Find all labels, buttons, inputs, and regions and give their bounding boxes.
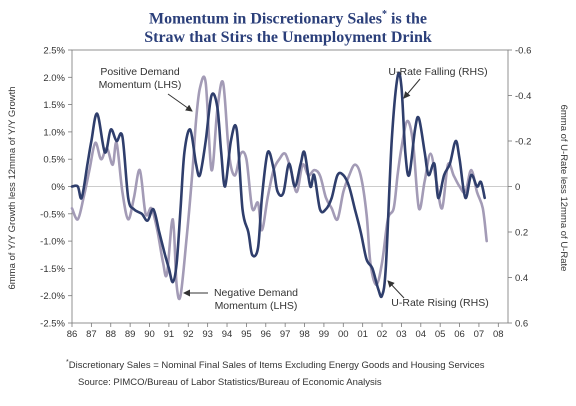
right-tick-label: -0.4: [515, 91, 531, 102]
title-line-1-suffix: is the: [387, 10, 427, 28]
left-tick-label: -2.5%: [40, 319, 65, 330]
x-tick-label: 97: [280, 329, 291, 340]
left-tick-label: 0%: [51, 182, 65, 193]
left-tick-label: -0.5%: [40, 209, 65, 220]
right-tick-label: -0.6: [515, 46, 531, 57]
x-tick-label: 98: [299, 329, 310, 340]
left-tick-label: 2.0%: [43, 73, 65, 84]
x-tick-label: 88: [105, 329, 116, 340]
x-tick-label: 86: [67, 329, 78, 340]
x-tick-label: 95: [241, 329, 252, 340]
annotation-negative-demand-text: Negative Demand: [214, 287, 298, 299]
x-tick-label: 06: [454, 329, 465, 340]
x-tick-label: 03: [396, 329, 407, 340]
x-tick-label: 04: [416, 329, 427, 340]
footnote-text: Discretionary Sales = Nominal Final Sale…: [68, 360, 485, 372]
right-tick-label: -0.2: [515, 137, 531, 148]
right-tick-label: 0: [515, 182, 520, 193]
title-line-1: Momentum in Discretionary Sales* is the: [0, 5, 576, 28]
annotation-u-rate-falling-text: U-Rate Falling (RHS): [388, 66, 487, 78]
left-tick-label: 1.0%: [43, 127, 65, 138]
x-axis: 86 87 88 89 90 91 92 93 94 95 96 97 98 99 00 01 02 03 04 05…: [67, 323, 504, 340]
annotation-u-rate-rising-text: U-Rate Rising (RHS): [391, 297, 488, 309]
right-axis: -0.6 -0.4 -0.2 0 0.2 0.4 0.6: [508, 46, 531, 330]
annotation-positive-demand-text: Momentum (LHS): [99, 79, 182, 91]
annotation-u-rate-rising-arrow: [387, 280, 405, 299]
x-tick-label: 92: [183, 329, 194, 340]
left-tick-label: -1.5%: [40, 264, 65, 275]
footnote: *Discretionary Sales = Nominal Final Sal…: [66, 359, 485, 371]
left-tick-label: -2.0%: [40, 291, 65, 302]
title-line-1-text: Momentum in Discretionary Sales: [148, 10, 382, 28]
source-note: Source: PIMCO/Bureau of Labor Statistics…: [78, 377, 382, 388]
x-tick-label: 93: [202, 329, 213, 340]
annotation-positive-demand-arrow: [167, 93, 193, 112]
x-tick-label: 99: [319, 329, 330, 340]
left-axis: 2.5% 2.0% 1.5% 1.0% 0.5% 0% -0.5% -1.0% -1.5% -2.…: [40, 46, 72, 330]
title-footnote-mark: *: [382, 9, 387, 20]
annotation-positive-demand-text: Positive Demand: [100, 66, 180, 78]
x-tick-label: 90: [144, 329, 155, 340]
x-tick-label: 00: [338, 329, 349, 340]
x-tick-label: 94: [222, 329, 233, 340]
y-axis-label-left: 6mma of Y/Y Growth less 12mma of Y/Y Gro…: [7, 86, 18, 289]
title-line-2: Straw that Stirs the Unemployment Drink: [144, 29, 432, 47]
left-tick-label: -1.0%: [40, 237, 65, 248]
x-tick-label: 05: [435, 329, 446, 340]
annotation-negative-demand-text: Momentum (LHS): [215, 300, 298, 312]
right-tick-label: 0.4: [515, 273, 528, 284]
x-tick-label: 89: [125, 329, 136, 340]
x-tick-label: 02: [377, 329, 388, 340]
annotation-u-rate-falling-arrow: [403, 78, 421, 99]
series-line-u-rate: [70, 71, 486, 299]
left-tick-label: 0.5%: [43, 155, 65, 166]
x-tick-label: 87: [86, 329, 97, 340]
x-tick-label: 01: [357, 329, 368, 340]
left-tick-label: 2.5%: [43, 46, 65, 57]
right-tick-label: 0.2: [515, 228, 528, 239]
right-tick-label: 0.6: [515, 319, 528, 330]
x-tick-label: 96: [260, 329, 271, 340]
series-line-demand-momentum: [70, 75, 488, 301]
footnote-mark: *: [66, 359, 69, 366]
x-tick-label: 91: [164, 329, 175, 340]
x-tick-label: 07: [474, 329, 485, 340]
chart-title: Momentum in Discretionary Sales* is the …: [0, 5, 576, 47]
y-axis-label-right: 6mma of U-Rate less 12mma of U-Rate: [558, 105, 569, 272]
x-tick-label: 08: [493, 329, 504, 340]
left-tick-label: 1.5%: [43, 100, 65, 111]
